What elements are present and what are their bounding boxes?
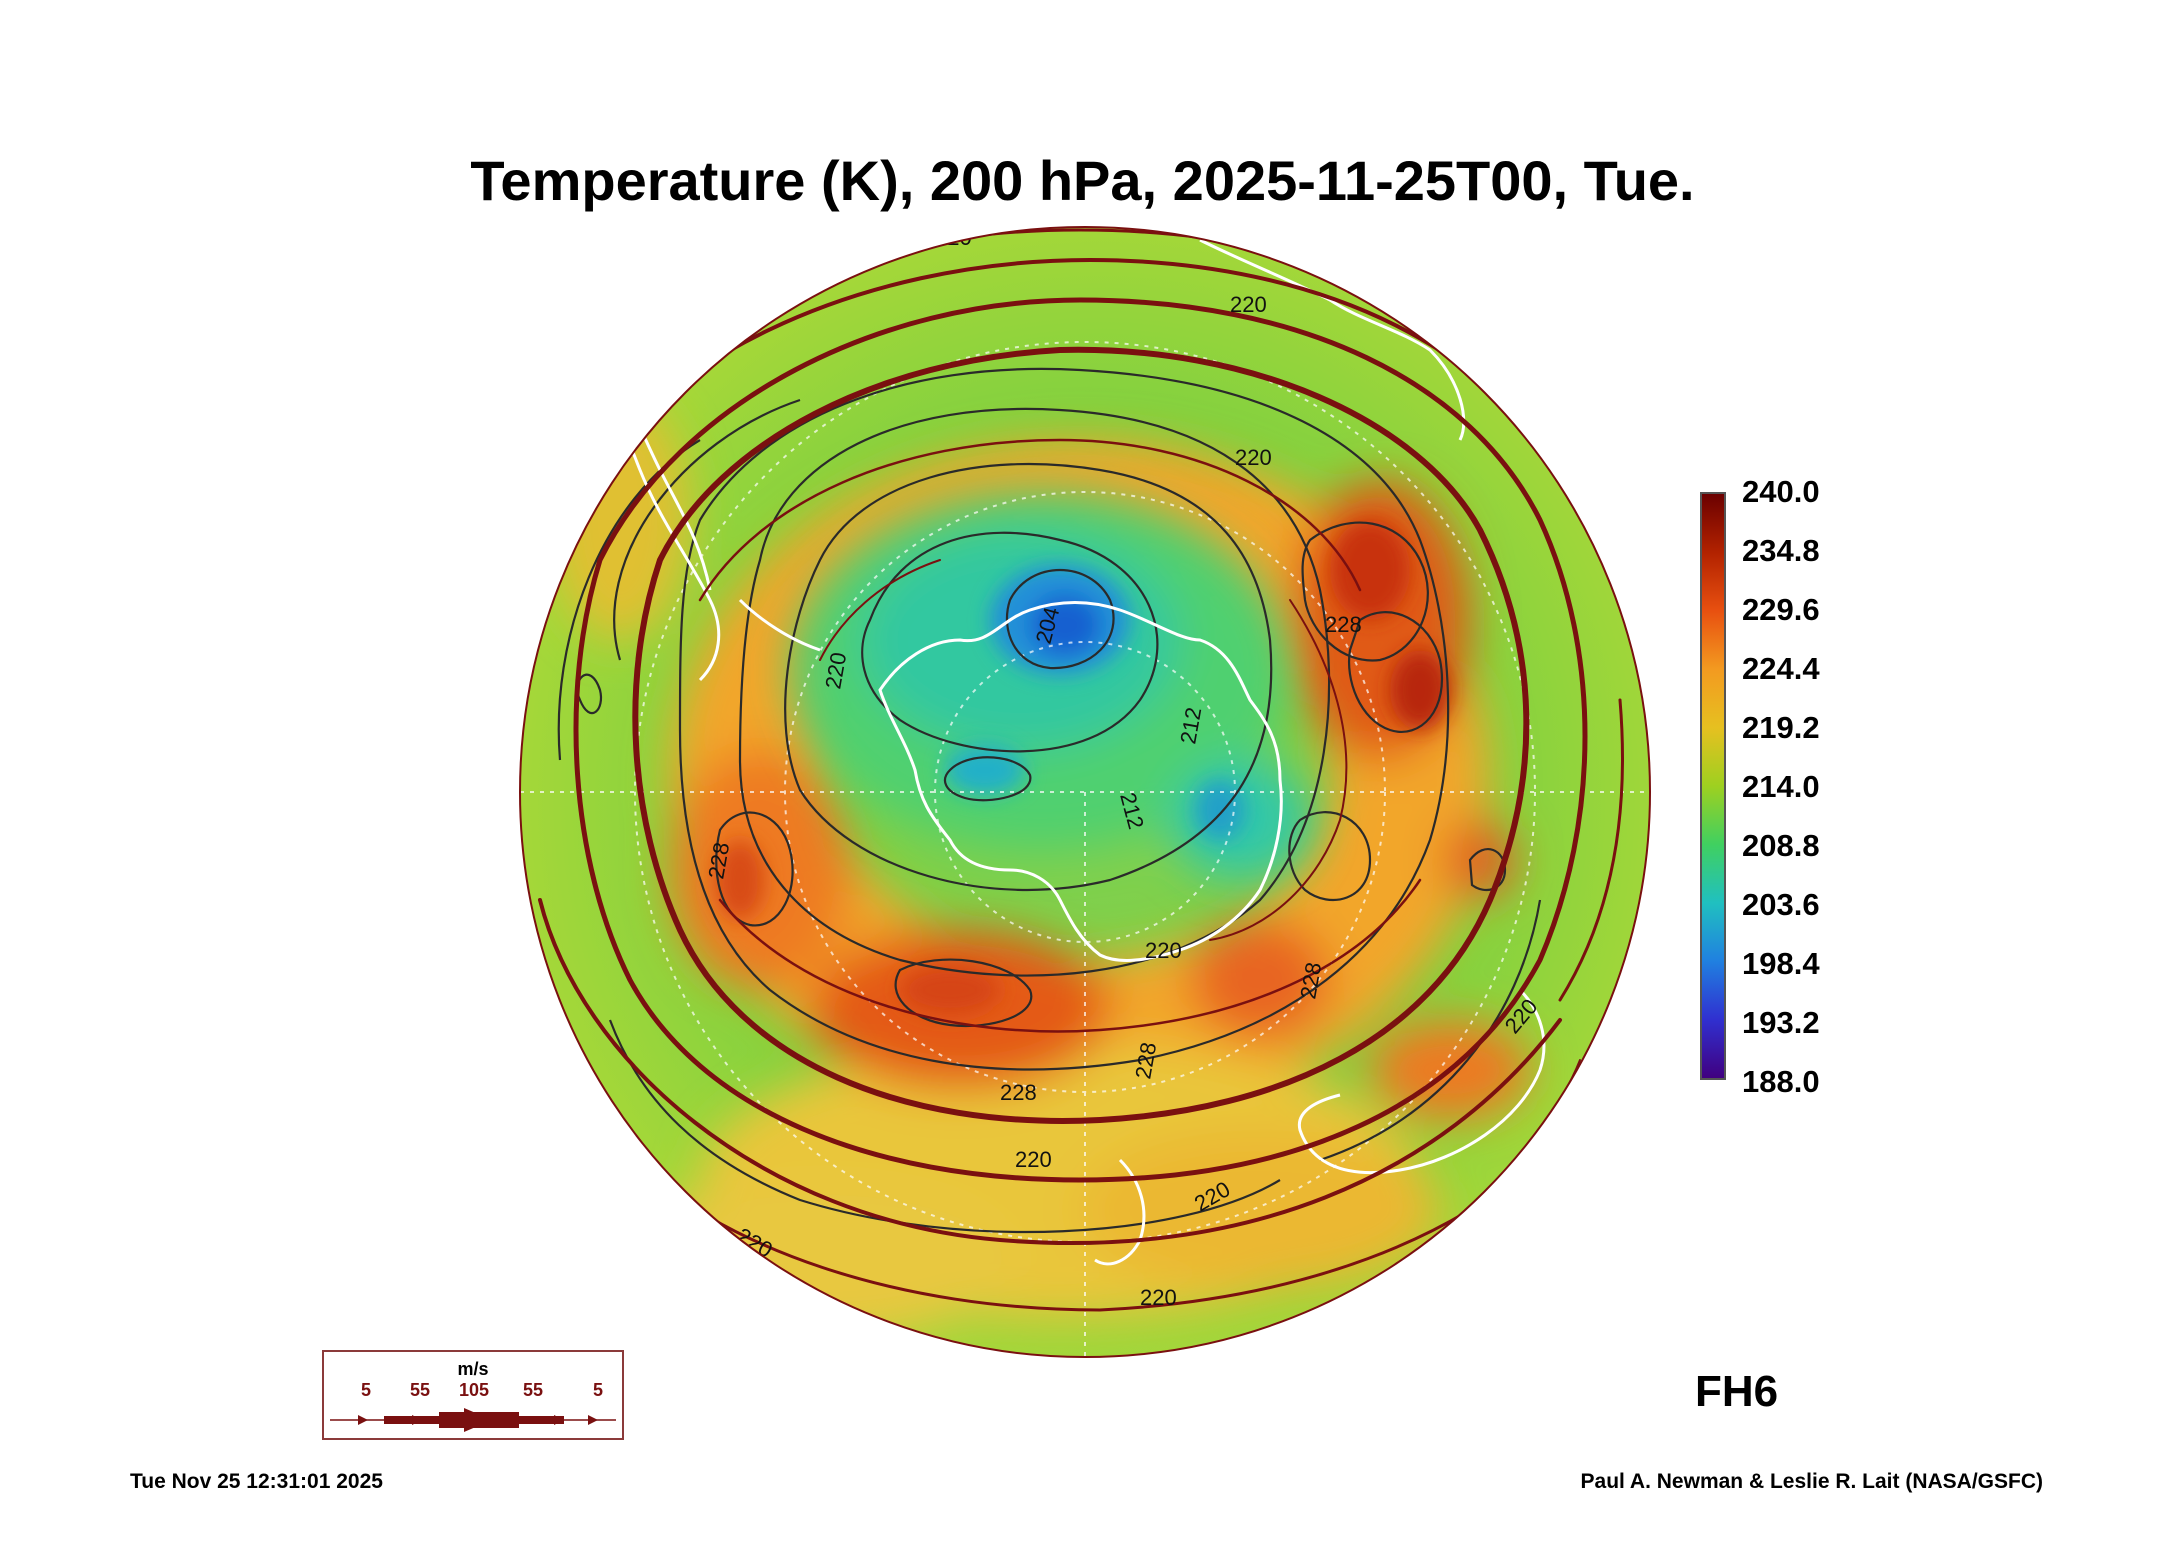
colorbar-label: 214.0 [1742, 769, 1820, 804]
footer-credit: Paul A. Newman & Leslie R. Lait (NASA/GS… [1580, 1470, 2043, 1493]
colorbar-label: 234.8 [1742, 533, 1820, 568]
wind-legend-tick: 55 [409, 1380, 431, 1400]
wind-legend-tick: 105 [458, 1380, 490, 1400]
colorbar-label: 224.4 [1742, 651, 1820, 686]
contour-label: 228 [1325, 612, 1362, 637]
colorbar-label: 188.0 [1742, 1064, 1820, 1099]
contour-label: 220 [1145, 938, 1182, 963]
globe-outline [519, 226, 1651, 1358]
map-title: Temperature (K), 200 hPa, 2025-11-25T00,… [470, 149, 1695, 212]
footer-timestamp: Tue Nov 25 12:31:01 2025 [130, 1470, 383, 1493]
temperature-contours [557, 367, 1542, 1234]
colorbar-label: 229.6 [1742, 592, 1820, 627]
wind-legend-tick: 55 [522, 1380, 544, 1400]
forecast-hour-label: FH6 [1695, 1367, 1779, 1416]
contour-label: 228 [1000, 1080, 1037, 1105]
contour-label: 220 [1140, 1285, 1177, 1310]
globe-disc: 220 220 220 220 220 220 220 220 220 212 … [520, 227, 1650, 1357]
colorbar-label: 198.4 [1742, 946, 1820, 981]
colorbar-label: 240.0 [1742, 474, 1820, 509]
wind-speed-legend: m/s 5 55 105 55 5 [322, 1350, 624, 1440]
colorbar-label: 203.6 [1742, 887, 1820, 922]
graticule [520, 341, 1650, 1357]
contour-label: 220 [1235, 445, 1272, 470]
colorbar-label: 219.2 [1742, 710, 1820, 745]
colorbar [1700, 492, 1726, 1080]
colorbar-label: 193.2 [1742, 1005, 1820, 1040]
contour-label: 220 [1230, 292, 1267, 317]
wind-legend-arrow [330, 1408, 616, 1432]
colorbar-label: 208.8 [1742, 828, 1820, 863]
cold-minimum [945, 565, 1245, 840]
contour-label: 220 [1015, 1147, 1052, 1172]
temperature-hotspots [715, 520, 1450, 1015]
wind-legend-tick: 5 [360, 1380, 372, 1400]
wind-legend-tick: 5 [592, 1380, 604, 1400]
wind-legend-unit: m/s [457, 1359, 489, 1379]
